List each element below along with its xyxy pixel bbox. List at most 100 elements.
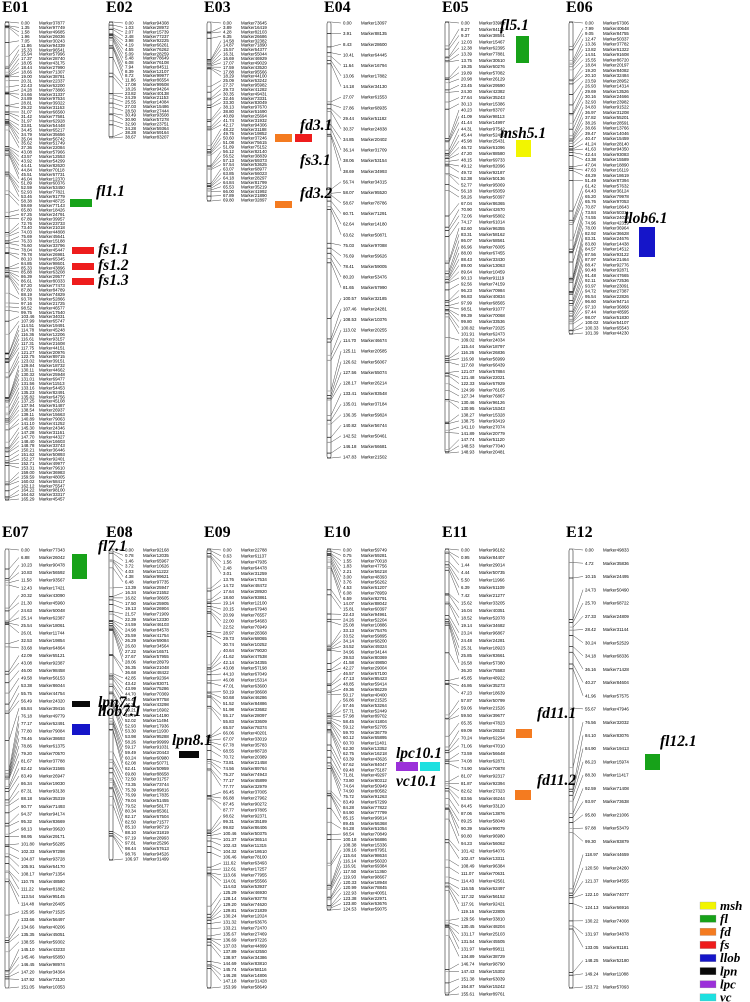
- svg-text:Marker70984: Marker70984: [479, 288, 505, 293]
- svg-text:E10: E10: [324, 524, 351, 541]
- svg-text:Marker37788: Marker37788: [39, 759, 65, 764]
- svg-text:Marker33120: Marker33120: [479, 804, 505, 809]
- svg-text:Marker66916: Marker66916: [603, 905, 629, 910]
- svg-text:81.67: 81.67: [21, 759, 33, 764]
- svg-text:117.32: 117.32: [461, 894, 475, 899]
- svg-text:6.88: 6.88: [21, 555, 30, 560]
- svg-text:49.12: 49.12: [461, 164, 473, 169]
- svg-text:1.56: 1.56: [223, 559, 232, 564]
- svg-text:Marker68935: Marker68935: [361, 105, 387, 110]
- svg-text:Marker11401: Marker11401: [361, 741, 387, 746]
- svg-text:101.39: 101.39: [585, 331, 599, 336]
- svg-text:Marker59302: Marker59302: [39, 939, 65, 944]
- svg-text:130.46: 130.46: [461, 400, 475, 405]
- svg-text:Marker57613: Marker57613: [143, 846, 169, 851]
- svg-text:77.17: 77.17: [21, 721, 33, 726]
- svg-text:124.13: 124.13: [585, 905, 599, 910]
- svg-text:20.98: 20.98: [461, 77, 473, 82]
- svg-text:80.20: 80.20: [343, 275, 355, 280]
- svg-text:fs1.1: fs1.1: [98, 241, 129, 258]
- svg-text:20.32: 20.32: [21, 593, 33, 598]
- svg-text:Marker91119: Marker91119: [479, 276, 505, 281]
- svg-text:62.41: 62.41: [125, 766, 137, 771]
- svg-text:Marker51120: Marker51120: [479, 437, 505, 442]
- svg-text:Marker24676: Marker24676: [603, 236, 629, 241]
- svg-text:Marker41754: Marker41754: [143, 633, 169, 638]
- svg-text:Marker27962: Marker27962: [241, 796, 267, 801]
- svg-text:116.14: 116.14: [343, 858, 357, 863]
- svg-text:Marker21458: Marker21458: [241, 760, 267, 765]
- svg-text:fd11.1: fd11.1: [537, 705, 576, 722]
- svg-text:Marker70849: Marker70849: [361, 832, 387, 837]
- svg-text:Marker56886: Marker56886: [361, 837, 387, 842]
- svg-text:108.17: 108.17: [21, 872, 35, 877]
- svg-text:111.22: 111.22: [21, 887, 34, 892]
- svg-text:Marker29171: Marker29171: [39, 834, 65, 839]
- svg-text:144.69: 144.69: [223, 961, 237, 966]
- svg-text:Marker59626: Marker59626: [361, 254, 387, 259]
- svg-text:Marker57082: Marker57082: [479, 70, 505, 75]
- svg-text:147.43: 147.43: [461, 969, 475, 974]
- svg-text:Marker28993: Marker28993: [143, 835, 169, 840]
- svg-text:Marker31144: Marker31144: [603, 627, 629, 632]
- svg-text:Marker71525: Marker71525: [39, 909, 65, 914]
- svg-text:Marker21048: Marker21048: [143, 665, 169, 670]
- svg-text:Marker31208: Marker31208: [603, 110, 629, 115]
- svg-text:Marker75187: Marker75187: [361, 767, 387, 772]
- svg-text:69.80: 69.80: [223, 198, 235, 203]
- svg-text:Marker61553: Marker61553: [361, 95, 387, 100]
- svg-text:Marker53476: Marker53476: [361, 275, 387, 280]
- svg-text:75.72: 75.72: [343, 794, 355, 799]
- svg-text:97.88: 97.88: [585, 826, 597, 831]
- svg-text:147.92: 147.92: [21, 977, 35, 982]
- svg-text:3.01: 3.01: [223, 571, 232, 576]
- svg-text:Marker14180: Marker14180: [361, 222, 387, 227]
- svg-text:Marker21552: Marker21552: [143, 590, 169, 595]
- svg-text:Marker28097: Marker28097: [241, 713, 267, 718]
- svg-text:Marker33609: Marker33609: [241, 719, 267, 724]
- svg-text:76.69: 76.69: [343, 254, 355, 259]
- svg-text:14.07: 14.07: [343, 601, 355, 606]
- svg-text:Marker65059: Marker65059: [479, 189, 505, 194]
- svg-text:Marker10626: Marker10626: [143, 564, 169, 569]
- svg-text:Marker74943: Marker74943: [241, 772, 267, 777]
- svg-text:115.64: 115.64: [343, 853, 357, 858]
- svg-text:67.07: 67.07: [223, 737, 235, 742]
- svg-text:Marker70570: Marker70570: [39, 751, 65, 756]
- svg-text:Marker29014: Marker29014: [479, 563, 505, 568]
- svg-text:Marker50735: Marker50735: [479, 570, 505, 575]
- svg-text:Marker86044: Marker86044: [39, 683, 65, 688]
- svg-text:46.57: 46.57: [343, 671, 355, 676]
- svg-text:Marker78374: Marker78374: [241, 725, 267, 730]
- svg-text:Marker59895: Marker59895: [361, 633, 387, 638]
- svg-text:130.24: 130.24: [223, 914, 237, 919]
- svg-text:49.72: 49.72: [461, 170, 473, 175]
- svg-text:Marker51182: Marker51182: [361, 116, 387, 121]
- svg-text:Marker20255: Marker20255: [361, 328, 387, 333]
- svg-text:49.58: 49.58: [21, 676, 33, 681]
- svg-text:Marker49833: Marker49833: [603, 548, 629, 553]
- svg-text:Marker96867: Marker96867: [479, 630, 505, 635]
- svg-text:Marker26405: Marker26405: [39, 902, 65, 907]
- svg-text:86.88: 86.88: [223, 796, 235, 801]
- svg-text:25.85: 25.85: [461, 653, 473, 658]
- svg-text:Marker93728: Marker93728: [39, 857, 65, 862]
- svg-text:42.14: 42.14: [223, 660, 235, 665]
- svg-text:36.35: 36.35: [125, 665, 137, 670]
- svg-text:91.48: 91.48: [585, 273, 597, 278]
- svg-text:Marker74008: Marker74008: [603, 918, 629, 923]
- svg-text:Marker65543: Marker65543: [603, 325, 629, 330]
- svg-text:125.95: 125.95: [21, 909, 35, 914]
- svg-text:78.00: 78.00: [585, 226, 597, 231]
- svg-text:Marker98634: Marker98634: [361, 853, 387, 858]
- svg-text:101.91: 101.91: [461, 332, 475, 337]
- svg-text:92.56: 92.56: [461, 282, 473, 287]
- svg-text:43.08: 43.08: [223, 666, 235, 671]
- svg-text:98.51: 98.51: [461, 307, 473, 312]
- svg-text:136.69: 136.69: [223, 937, 237, 942]
- svg-text:Marker17421: Marker17421: [39, 585, 65, 590]
- svg-text:Marker46286: Marker46286: [241, 695, 267, 700]
- svg-text:116.55: 116.55: [461, 886, 475, 891]
- svg-text:Marker71291: Marker71291: [361, 211, 387, 216]
- svg-text:Marker20481: Marker20481: [479, 450, 505, 455]
